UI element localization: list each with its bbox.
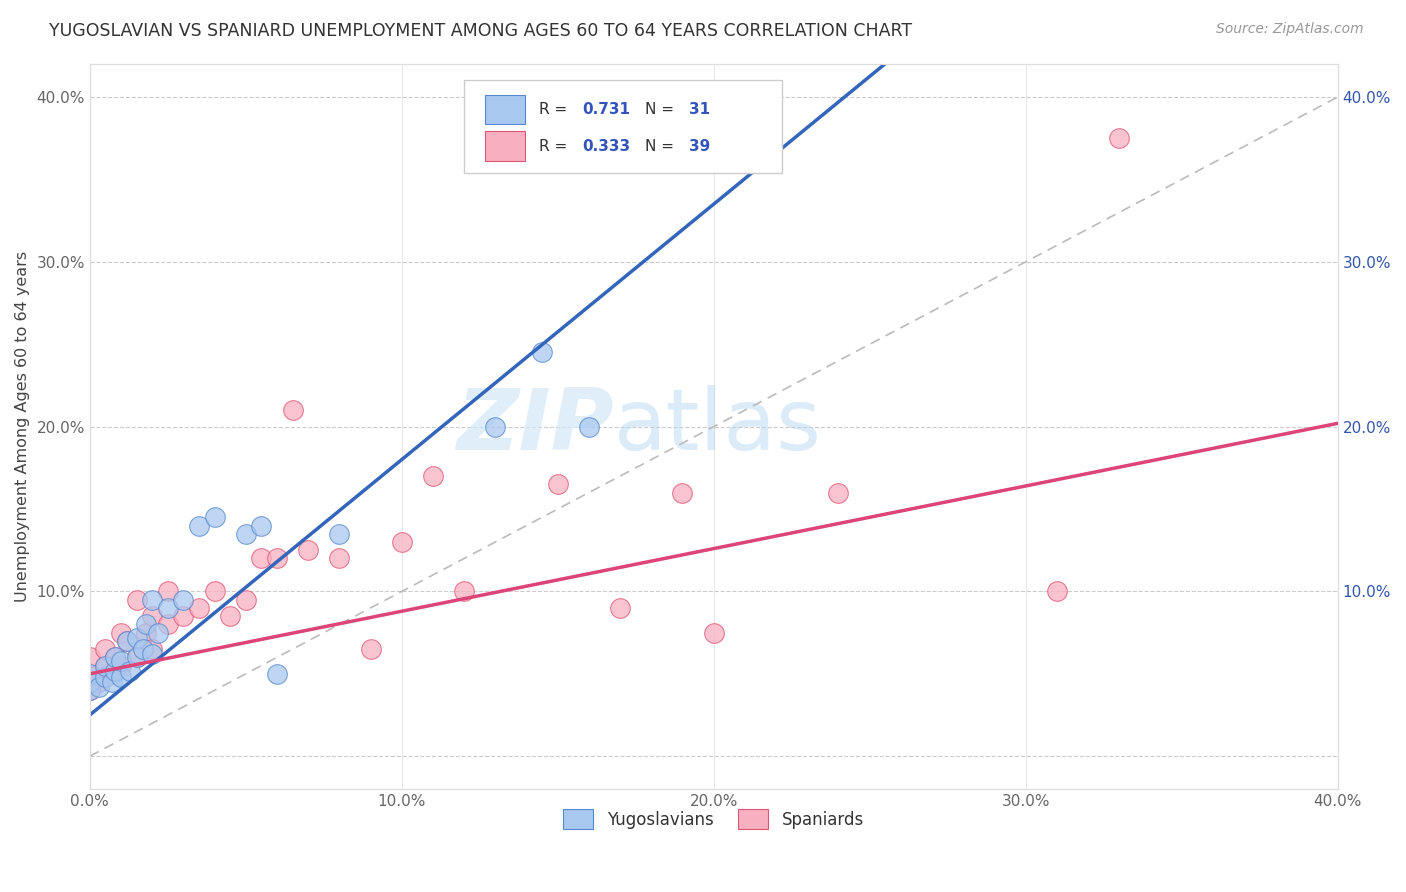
Point [141, 592, 163, 607]
Text: R =: R = [538, 103, 572, 117]
Text: N =: N = [645, 103, 679, 117]
Bar [485, 131, 526, 161]
FancyBboxPatch shape [464, 80, 782, 173]
Point [187, 518, 209, 533]
Point [141, 609, 163, 624]
Point [531, 345, 554, 359]
Point [204, 510, 226, 524]
Point [671, 485, 693, 500]
Point [141, 647, 163, 661]
Point [703, 625, 725, 640]
Point [87, 675, 110, 690]
Point [104, 650, 127, 665]
Point [156, 601, 179, 615]
Point [110, 658, 132, 673]
Point [79, 675, 101, 690]
Point [94, 670, 117, 684]
Point [235, 526, 257, 541]
Point [578, 419, 600, 434]
Text: 39: 39 [689, 138, 710, 153]
Text: R =: R = [538, 138, 572, 153]
Point [219, 609, 242, 624]
Point [484, 419, 506, 434]
Text: 0.731: 0.731 [582, 103, 631, 117]
Point [132, 642, 155, 657]
Point [422, 469, 444, 483]
Point [115, 633, 138, 648]
Point [609, 601, 631, 615]
Point [1108, 131, 1130, 145]
Point [827, 485, 849, 500]
Point [110, 654, 132, 668]
Point [172, 592, 194, 607]
Point [547, 477, 569, 491]
Text: ZIP: ZIP [456, 385, 614, 468]
Point [125, 631, 148, 645]
Point [104, 650, 127, 665]
Point [125, 650, 148, 665]
Text: YUGOSLAVIAN VS SPANIARD UNEMPLOYMENT AMONG AGES 60 TO 64 YEARS CORRELATION CHART: YUGOSLAVIAN VS SPANIARD UNEMPLOYMENT AMO… [49, 22, 912, 40]
Point [100, 666, 122, 681]
Point [79, 666, 101, 681]
Point [104, 664, 127, 678]
Point [120, 664, 142, 678]
Text: 0.333: 0.333 [582, 138, 631, 153]
Point [141, 642, 163, 657]
Point [79, 666, 101, 681]
Point [235, 592, 257, 607]
Text: atlas: atlas [614, 385, 823, 468]
Point [115, 633, 138, 648]
Point [250, 518, 273, 533]
Point [187, 601, 209, 615]
Point [94, 658, 117, 673]
Point [94, 642, 117, 657]
Point [94, 658, 117, 673]
Y-axis label: Unemployment Among Ages 60 to 64 years: Unemployment Among Ages 60 to 64 years [15, 251, 30, 602]
Point [135, 617, 157, 632]
Point [266, 551, 288, 566]
Point [204, 584, 226, 599]
Text: N =: N = [645, 138, 679, 153]
Point [110, 625, 132, 640]
Point [328, 551, 350, 566]
Text: Source: ZipAtlas.com: Source: ZipAtlas.com [1216, 22, 1364, 37]
Point [328, 526, 350, 541]
Point [156, 617, 179, 632]
Bar [485, 95, 526, 124]
Point [281, 403, 304, 417]
Point [100, 675, 122, 690]
Point [79, 683, 101, 698]
Text: 31: 31 [689, 103, 710, 117]
Point [79, 683, 101, 698]
Point [148, 625, 170, 640]
Legend: Yugoslavians, Spaniards: Yugoslavians, Spaniards [557, 803, 870, 835]
Point [110, 670, 132, 684]
Point [391, 535, 413, 549]
Point [135, 625, 157, 640]
Point [172, 609, 194, 624]
Point [156, 584, 179, 599]
Point [79, 650, 101, 665]
Point [125, 592, 148, 607]
Point [87, 680, 110, 694]
Point [125, 650, 148, 665]
Point [1046, 584, 1069, 599]
Point [453, 584, 475, 599]
Point [297, 543, 319, 558]
Point [360, 642, 382, 657]
Point [266, 666, 288, 681]
Point [250, 551, 273, 566]
